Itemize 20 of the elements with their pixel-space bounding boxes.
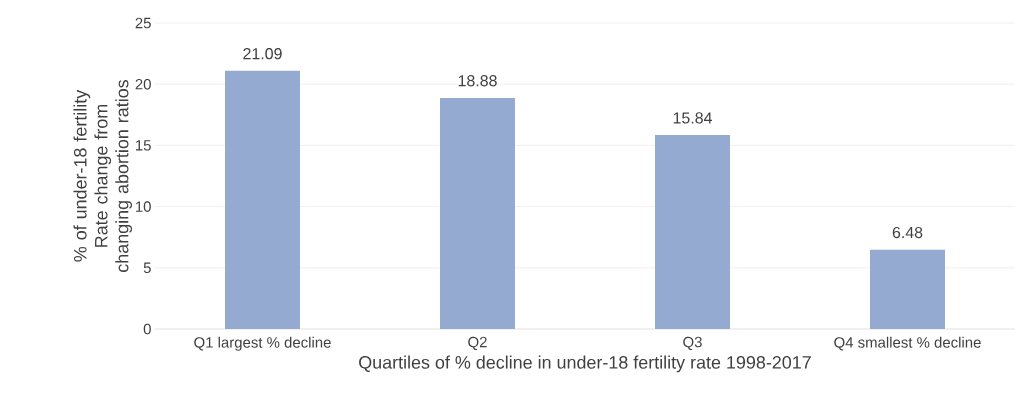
data-label: 6.48 <box>892 226 923 239</box>
bar <box>870 249 946 329</box>
y-tick-label: 10 <box>136 201 151 212</box>
x-tick-label: Q2 <box>468 336 487 351</box>
y-tick-label: 0 <box>143 323 151 335</box>
x-tick-label: Q1 largest % decline <box>194 336 331 351</box>
bar <box>225 70 300 329</box>
x-tick-label: Q4 smallest % decline <box>834 336 981 351</box>
bar <box>655 135 730 329</box>
data-label: 15.84 <box>673 112 712 124</box>
y-tick-label: 25 <box>135 17 151 29</box>
y-tick-label: 5 <box>143 262 151 274</box>
data-label: 18.88 <box>458 75 497 87</box>
bar <box>440 97 515 329</box>
y-axis-title: % of under-18 fertility Rate change from changing abortion ratios <box>73 79 133 272</box>
x-axis-title: Quartiles of % decline in under-18 fertility rate 1998-2017 <box>359 355 811 373</box>
y-tick-label: 15 <box>136 140 151 151</box>
x-tick-label: Q3 <box>683 336 702 351</box>
y-tick-label: 20 <box>135 78 151 90</box>
data-label: 21.09 <box>243 48 282 60</box>
